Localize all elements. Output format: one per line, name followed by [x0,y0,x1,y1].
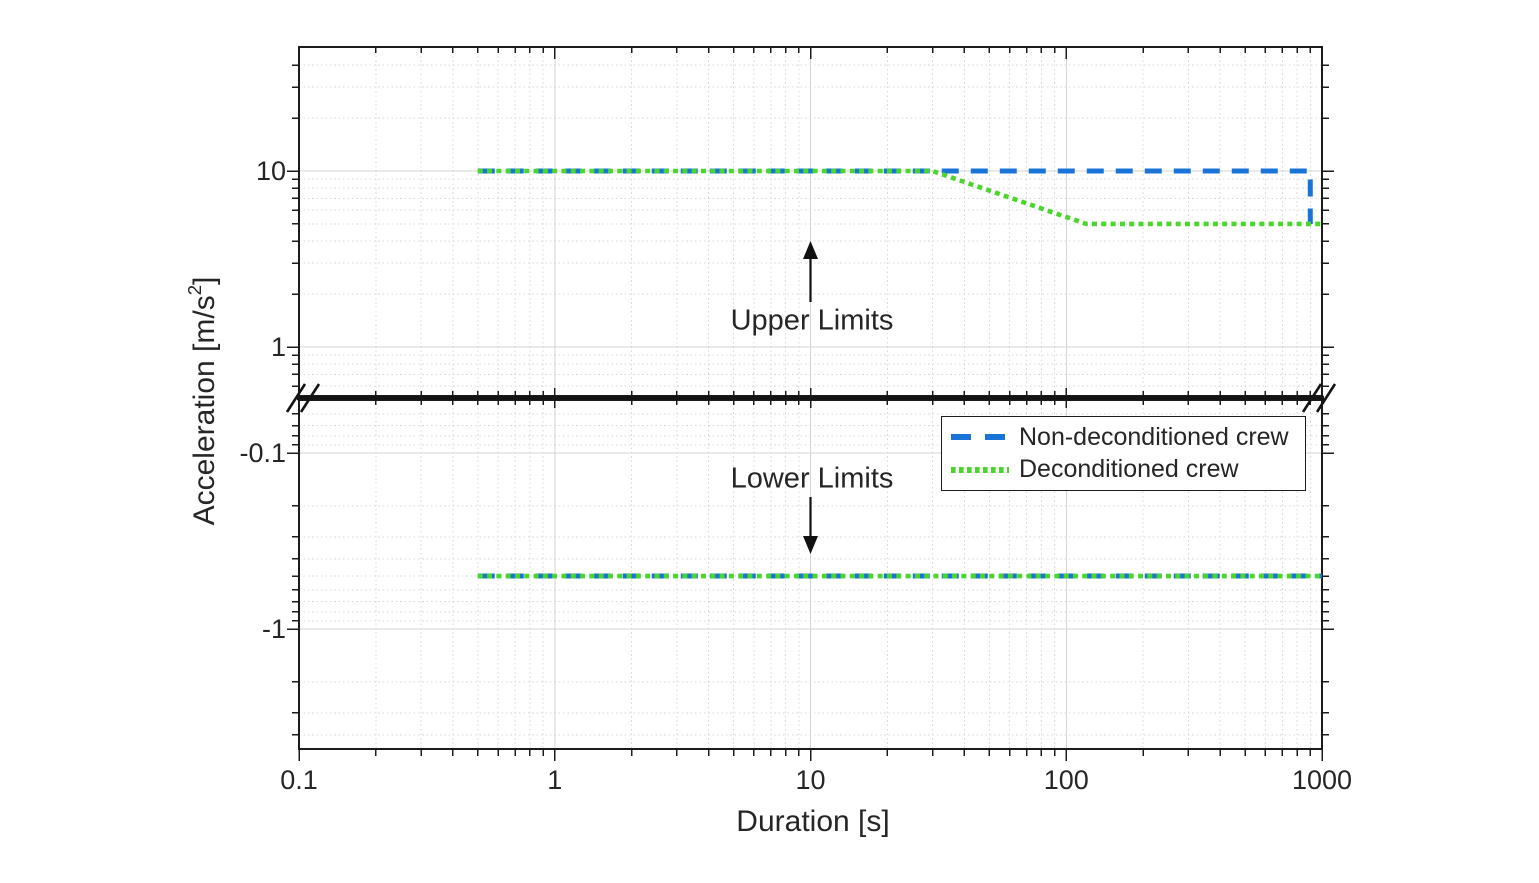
break-slash [285,383,307,413]
annotation-arrows [803,241,818,554]
break-slash [1315,383,1337,413]
legend: Non-deconditioned crew Deconditioned cre… [941,416,1306,491]
y-axis-label-text: Acceleration [m/s [188,295,221,526]
y-tick-label: -1 [262,614,286,644]
down-arrow-head [803,536,818,554]
y-tick-label: 10 [256,156,286,186]
up-arrow-head [803,241,818,259]
y-axis-label-superscript: 2 [183,284,205,296]
y-tick-label: 1 [271,332,286,362]
upper-limit-line [477,168,1322,227]
x-tick-label: 0.1 [280,765,318,795]
annotation-upper-limits: Upper Limits [730,304,894,337]
legend-label: Deconditioned crew [1019,455,1239,484]
x-tick-label: 1000 [1292,765,1352,795]
legend-sample-dashed-line [951,434,1009,441]
break-slash [299,383,321,413]
upper-limit-line [477,168,1313,224]
legend-label: Non-deconditioned crew [1019,422,1289,451]
y-tick-labels: 1 10 -0.1 -1 [239,156,286,644]
axis-break [285,383,1337,413]
legend-entry-deconditioned-crew: Deconditioned crew [951,457,1305,482]
y-tick-label: -0.1 [239,438,286,468]
break-slash [1301,383,1323,413]
y-axis-label: Acceleration [m/s2] [183,276,222,526]
legend-sample-dotted-line [951,466,1009,473]
x-tick-label: 10 [795,765,825,795]
x-tick-label: 1 [547,765,562,795]
series-deconditioned [477,168,1322,579]
annotation-lower-limits: Lower Limits [730,462,894,495]
x-tick-labels: 0.1 1 10 100 1000 [280,765,1352,795]
legend-entry-non-deconditioned-crew: Non-deconditioned crew [951,422,1305,451]
series-non-deconditioned [477,168,1322,579]
x-axis-label: Duration [s] [736,805,890,838]
y-axis-label-suffix: ] [188,276,221,285]
x-tick-label: 100 [1044,765,1089,795]
